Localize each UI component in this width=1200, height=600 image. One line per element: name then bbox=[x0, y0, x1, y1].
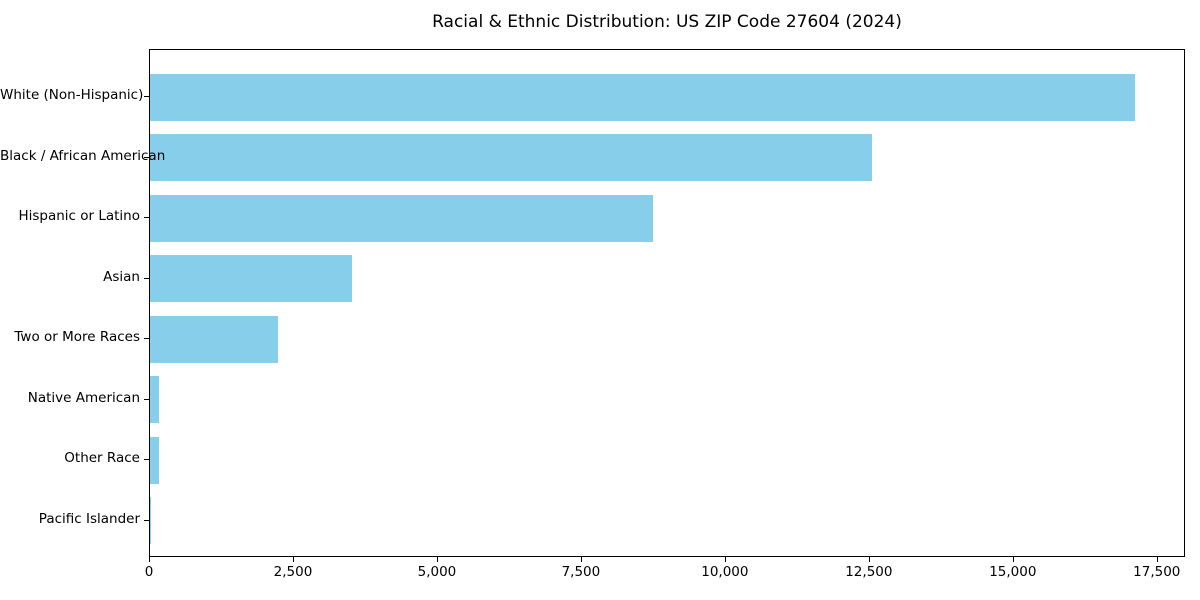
x-tick-label-10000: 10,000 bbox=[701, 564, 749, 580]
x-tick-mark bbox=[149, 557, 150, 562]
x-tick-label-2500: 2,500 bbox=[273, 564, 313, 580]
x-tick-label-7500: 7,500 bbox=[561, 564, 601, 580]
x-tick-label-17500: 17,500 bbox=[1133, 564, 1181, 580]
y-tick-mark bbox=[144, 398, 149, 400]
y-tick-label-hispanic-or-latino: Hispanic or Latino bbox=[18, 208, 140, 225]
plot-area bbox=[149, 49, 1185, 557]
chart-title: Racial & Ethnic Distribution: US ZIP Cod… bbox=[432, 12, 902, 32]
bar-white-non-hispanic bbox=[150, 73, 1136, 121]
y-tick-mark bbox=[144, 277, 149, 279]
y-tick-label-black-african-american: Black / African American bbox=[0, 147, 166, 164]
y-tick-label-pacific-islander: Pacific Islander bbox=[38, 510, 140, 527]
x-tick-mark bbox=[292, 557, 294, 562]
x-tick-mark bbox=[436, 557, 438, 562]
y-tick-label-native-american: Native American bbox=[27, 389, 140, 406]
y-tick-mark bbox=[144, 156, 149, 158]
bar-native-american bbox=[150, 376, 159, 424]
x-tick-mark bbox=[868, 557, 870, 562]
y-tick-mark bbox=[144, 96, 149, 98]
x-tick-label-15000: 15,000 bbox=[989, 564, 1037, 580]
y-tick-label-asian: Asian bbox=[103, 268, 140, 285]
x-tick-mark bbox=[1012, 557, 1014, 562]
x-tick-mark bbox=[1156, 557, 1158, 562]
bar-two-or-more-races bbox=[150, 315, 278, 363]
bar-asian bbox=[150, 255, 353, 303]
bar-pacific-islander bbox=[150, 497, 151, 545]
bar-hispanic-or-latino bbox=[150, 194, 653, 242]
x-tick-label-12500: 12,500 bbox=[845, 564, 893, 580]
x-tick-label-5000: 5,000 bbox=[417, 564, 457, 580]
y-tick-mark bbox=[144, 217, 149, 219]
x-tick-mark bbox=[580, 557, 582, 562]
x-tick-mark bbox=[724, 557, 726, 562]
bar-other-race bbox=[150, 436, 160, 484]
bar-black-african-american bbox=[150, 134, 873, 182]
y-tick-label-white-non-hispanic: White (Non-Hispanic) bbox=[0, 87, 144, 104]
y-tick-mark bbox=[144, 459, 149, 461]
y-tick-label-two-or-more-races: Two or More Races bbox=[14, 329, 140, 346]
y-tick-mark bbox=[144, 338, 149, 340]
y-tick-mark bbox=[144, 519, 149, 521]
x-tick-label-0: 0 bbox=[144, 564, 154, 580]
y-tick-label-other-race: Other Race bbox=[64, 450, 140, 467]
